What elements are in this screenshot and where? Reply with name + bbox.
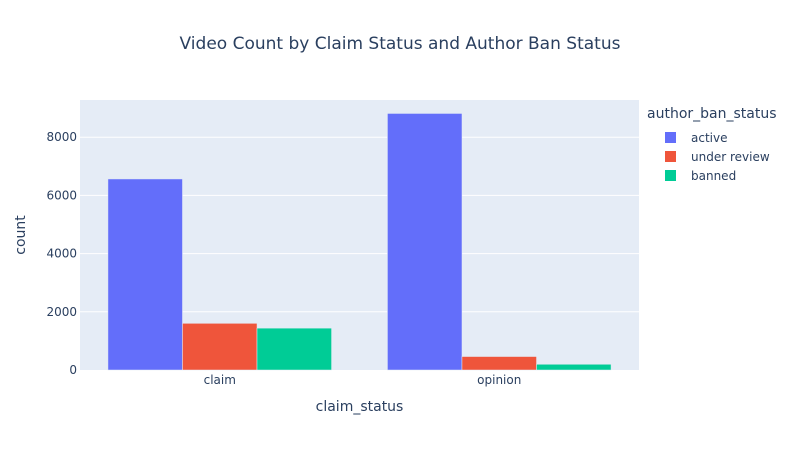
y-tick-label: 2000 [46, 305, 77, 319]
bar-claim-active[interactable] [107, 178, 183, 371]
legend-label: under review [691, 149, 770, 164]
bar-opinion-banned[interactable] [536, 364, 612, 371]
x-axis-label: claim_status [316, 399, 404, 415]
y-tick-label: 0 [69, 363, 77, 377]
legend: author_ban_status active under review ba… [647, 106, 777, 185]
bar-claim-under-review[interactable] [182, 323, 258, 371]
bar-opinion-active[interactable] [387, 113, 463, 371]
y-tick-label: 4000 [46, 247, 77, 261]
legend-title: author_ban_status [647, 106, 777, 122]
legend-swatch [665, 132, 676, 143]
y-axis-label: count [13, 215, 29, 255]
y-tick-label: 6000 [46, 188, 77, 202]
legend-label: banned [691, 168, 737, 183]
x-tick-labels: claim opinion [204, 373, 522, 387]
legend-item-active[interactable]: active [665, 128, 777, 147]
legend-swatch [665, 151, 676, 162]
legend-swatch [665, 170, 676, 181]
legend-item-under-review[interactable]: under review [665, 147, 777, 166]
bars-layer [107, 113, 612, 371]
x-tick-label: opinion [477, 373, 521, 387]
bar-claim-banned[interactable] [256, 327, 332, 371]
chart-title: Video Count by Claim Status and Author B… [179, 34, 621, 54]
y-tick-labels: 0 2000 4000 6000 8000 [46, 130, 77, 377]
legend-label: active [691, 130, 728, 145]
y-tick-label: 8000 [46, 130, 77, 144]
legend-item-banned[interactable]: banned [665, 166, 777, 185]
bar-opinion-under-review[interactable] [461, 356, 537, 371]
x-tick-label: claim [204, 373, 236, 387]
